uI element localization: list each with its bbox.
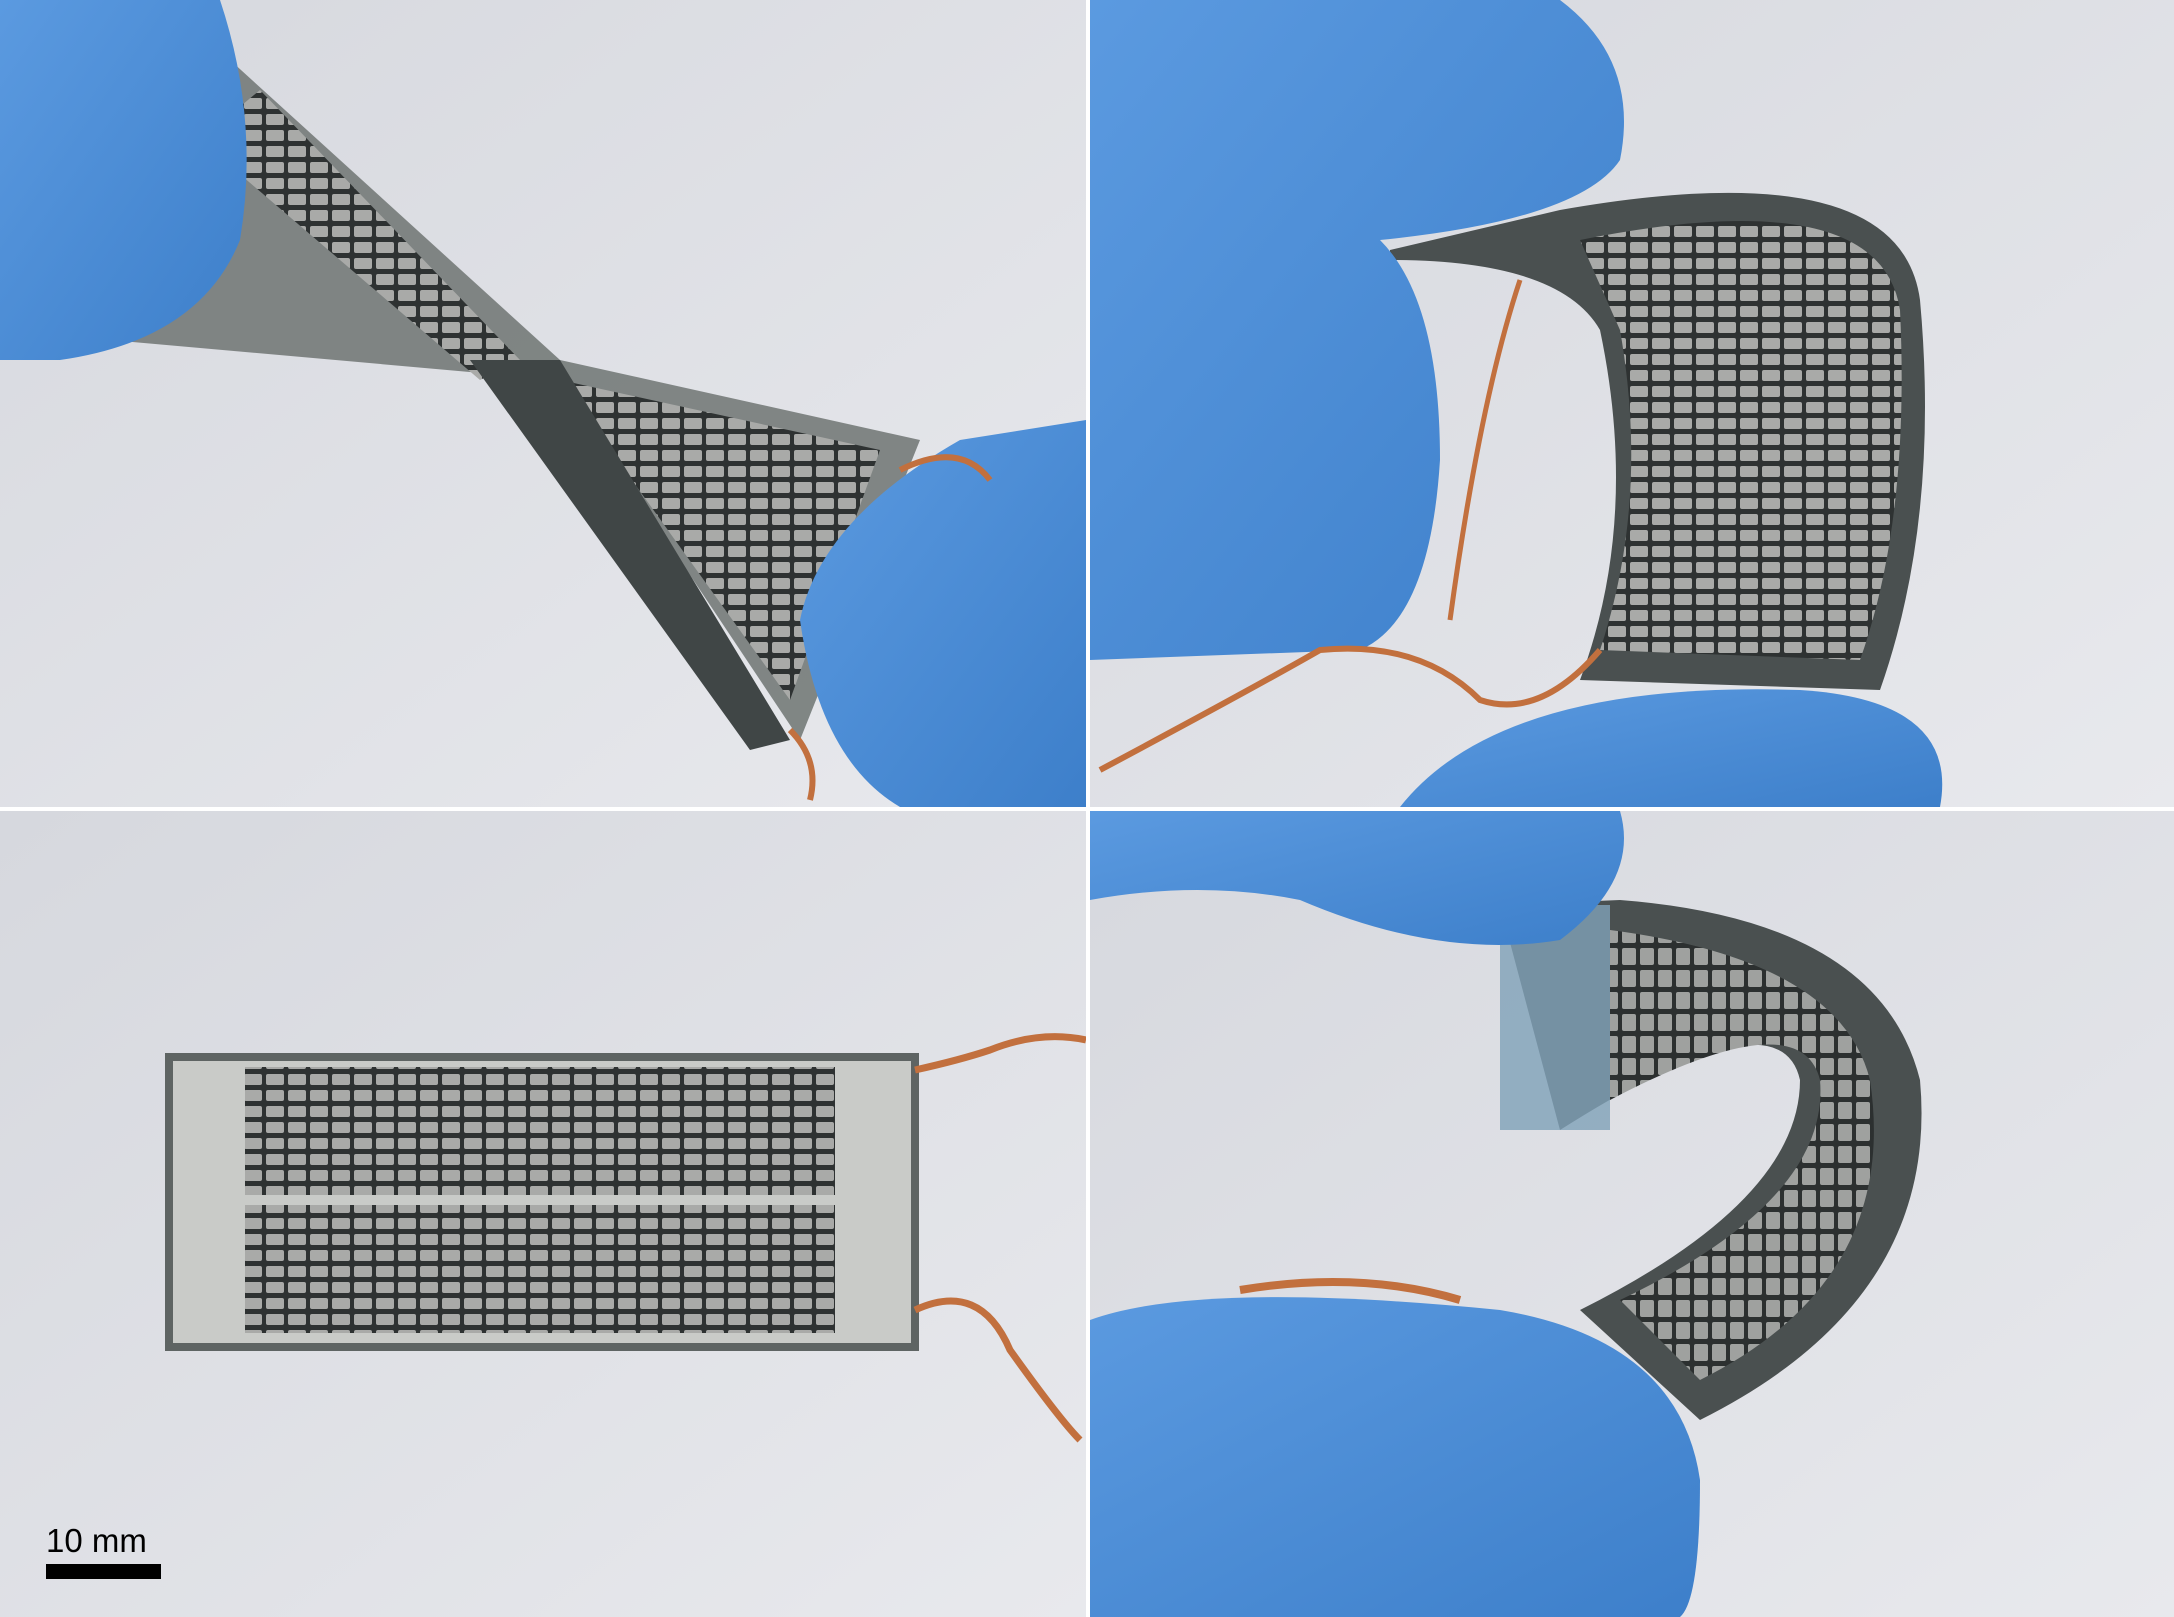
scale-bar [46, 1564, 161, 1579]
panel-twist [0, 0, 1086, 807]
panel-flat: 10 mm [0, 811, 1086, 1617]
scale-bar-label: 10 mm [46, 1522, 147, 1559]
panel-bend [1090, 0, 2174, 807]
panel-curl [1090, 811, 2174, 1617]
